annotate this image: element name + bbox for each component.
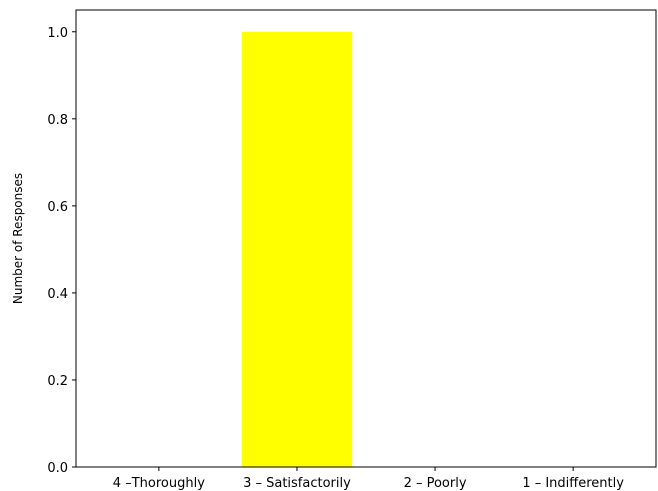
y-tick-label: 0.2 (47, 374, 68, 389)
bars-group (241, 31, 353, 468)
y-tick-label: 1.0 (47, 26, 68, 41)
x-ticks-group: 4 –Thoroughly 3 – Satisfactorily 2 – Poorl… (113, 467, 624, 491)
x-tick-label: 2 – Poorly (404, 476, 467, 491)
x-tick-label: 4 –Thoroughly (113, 476, 205, 491)
y-tick-label: 0.4 (47, 287, 68, 302)
bar (241, 31, 353, 468)
y-ticks-group: 0.0 0.2 0.4 0.6 0.8 1.0 (47, 26, 76, 476)
x-tick-label: 3 – Satisfactorily (243, 476, 351, 491)
y-tick-label: 0.0 (47, 461, 68, 476)
y-tick-label: 0.8 (47, 113, 68, 128)
x-tick-label: 1 – Indifferently (522, 476, 624, 491)
y-axis-label: Number of Responses (11, 173, 25, 304)
plot-area-frame (75, 9, 657, 468)
y-tick-label: 0.6 (47, 200, 68, 215)
